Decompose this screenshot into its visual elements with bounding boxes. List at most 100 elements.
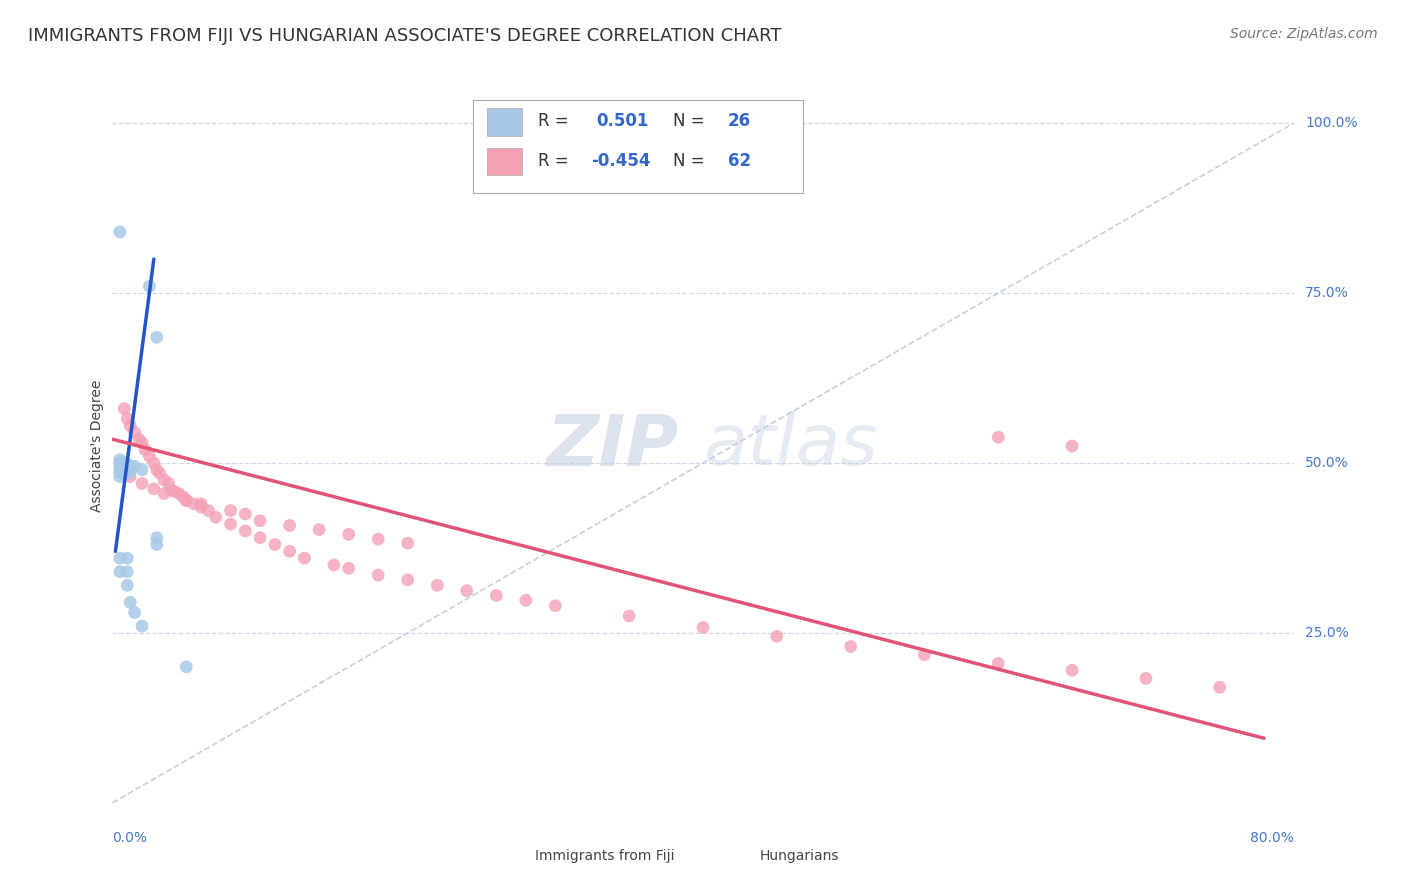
Point [337, 561, 360, 575]
Point [108, 565, 131, 579]
Text: 100.0%: 100.0% [1305, 116, 1358, 130]
Point [308, 523, 330, 537]
Point [117, 466, 138, 480]
Point [128, 432, 150, 446]
Point [1062, 663, 1084, 677]
Text: 26: 26 [728, 112, 751, 130]
Point [124, 425, 146, 440]
Point [396, 536, 419, 550]
Point [142, 482, 165, 496]
Point [367, 532, 389, 546]
Point [1208, 680, 1232, 694]
Point [108, 452, 131, 467]
Point [233, 524, 256, 538]
Point [112, 401, 135, 416]
Text: 0.501: 0.501 [596, 112, 650, 130]
Point [108, 469, 131, 483]
Point [117, 551, 138, 566]
Text: 25.0%: 25.0% [1305, 626, 1350, 640]
Text: IMMIGRANTS FROM FIJI VS HUNGARIAN ASSOCIATE'S DEGREE CORRELATION CHART: IMMIGRANTS FROM FIJI VS HUNGARIAN ASSOCI… [28, 27, 782, 45]
Point [111, 461, 134, 475]
Text: N =: N = [673, 112, 710, 130]
Point [111, 466, 134, 480]
Point [183, 497, 205, 511]
Text: 80.0%: 80.0% [1250, 831, 1294, 846]
Point [142, 456, 165, 470]
Point [337, 527, 360, 541]
Point [153, 486, 176, 500]
Point [766, 629, 789, 643]
Text: R =: R = [537, 152, 574, 169]
Point [112, 458, 135, 472]
Point [117, 578, 138, 592]
Point [124, 459, 146, 474]
Point [117, 463, 138, 477]
Point [367, 568, 389, 582]
Point [120, 459, 142, 474]
Point [174, 660, 197, 674]
Point [987, 430, 1010, 444]
Point [131, 619, 153, 633]
Point [1062, 439, 1084, 453]
Point [131, 476, 153, 491]
Point [138, 449, 160, 463]
Point [190, 497, 212, 511]
Point [117, 412, 138, 426]
Point [108, 456, 131, 470]
Point [987, 657, 1010, 671]
Point [839, 640, 862, 654]
Point [692, 620, 714, 634]
Point [120, 418, 142, 433]
Point [278, 518, 301, 533]
FancyBboxPatch shape [472, 100, 803, 193]
Bar [486, 109, 522, 136]
Y-axis label: Associate's Degree: Associate's Degree [90, 380, 104, 512]
Point [146, 537, 169, 551]
Text: atlas: atlas [703, 411, 877, 481]
Text: 62: 62 [728, 152, 751, 169]
Text: -0.454: -0.454 [591, 152, 651, 169]
Point [426, 578, 449, 592]
Point [134, 442, 156, 457]
Point [110, 464, 132, 478]
Bar [502, 847, 529, 869]
Point [138, 279, 160, 293]
Bar [486, 148, 522, 175]
Point [146, 330, 169, 344]
Bar [727, 847, 752, 869]
Point [108, 459, 131, 474]
Point [619, 608, 641, 623]
Point [120, 464, 142, 478]
Point [157, 476, 180, 491]
Point [174, 493, 197, 508]
Point [108, 466, 131, 480]
Point [233, 507, 256, 521]
Point [292, 551, 315, 566]
Point [205, 510, 228, 524]
Point [108, 551, 131, 566]
Point [108, 225, 131, 239]
Text: 75.0%: 75.0% [1305, 286, 1350, 300]
Point [197, 503, 219, 517]
Point [190, 500, 212, 515]
Point [114, 461, 136, 475]
Text: Source: ZipAtlas.com: Source: ZipAtlas.com [1230, 27, 1378, 41]
Point [167, 486, 190, 500]
Point [544, 599, 567, 613]
Point [110, 459, 132, 474]
Point [108, 463, 131, 477]
Text: 50.0%: 50.0% [1305, 456, 1350, 470]
Point [396, 573, 419, 587]
Point [110, 456, 132, 470]
Point [456, 583, 478, 598]
Point [111, 456, 134, 470]
Point [485, 589, 508, 603]
Point [160, 483, 183, 498]
Point [112, 463, 135, 477]
Text: Immigrants from Fiji: Immigrants from Fiji [536, 849, 675, 863]
Point [249, 531, 271, 545]
Point [146, 531, 169, 545]
Text: Hungarians: Hungarians [759, 849, 839, 863]
Point [163, 484, 186, 499]
Point [172, 490, 194, 504]
